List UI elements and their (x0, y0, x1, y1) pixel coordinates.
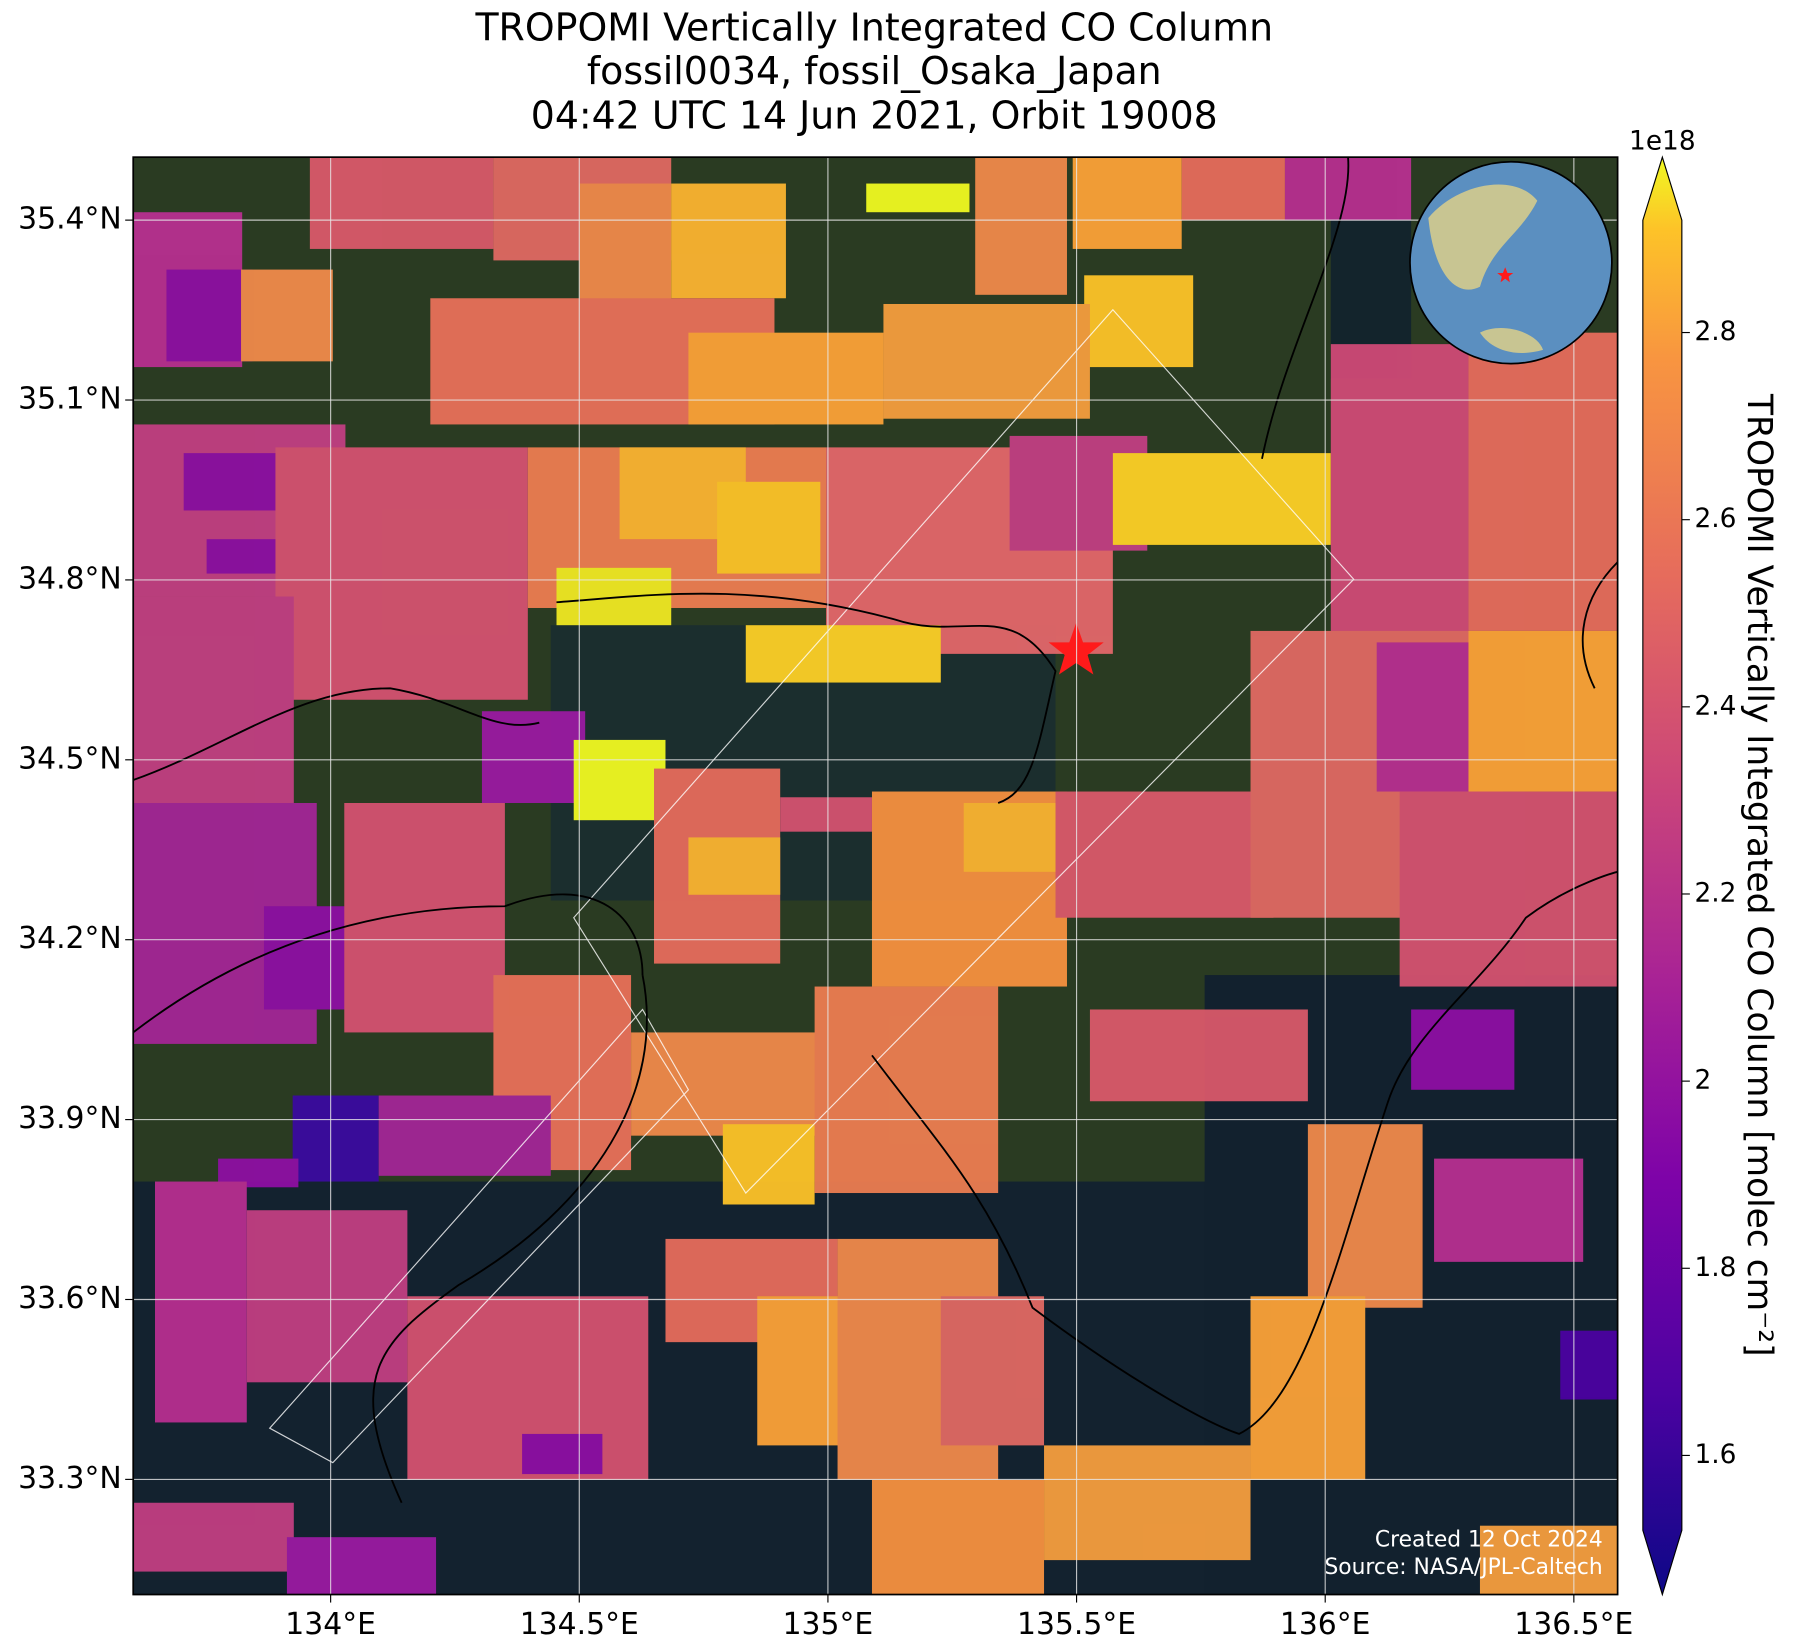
colorbar (1642, 155, 1683, 1597)
map-area: Created 12 Oct 2024 Source: NASA/JPL-Cal… (133, 157, 1618, 1595)
colorbar-tick-label: 1.6 (1694, 1440, 1736, 1470)
y-tick-label: 33.3°N (18, 1461, 122, 1496)
x-tick-label: 134.5°E (520, 1607, 639, 1642)
colorbar-exponent: 1e18 (1629, 127, 1696, 157)
x-tick-label: 135.5°E (1017, 1607, 1136, 1642)
map-frame (132, 156, 1619, 1596)
coastline (133, 157, 1618, 1504)
plume-footprint (268, 308, 1355, 1464)
y-tick-label: 34.2°N (18, 921, 122, 956)
x-tick-label: 136.5°E (1514, 1607, 1633, 1642)
colorbar-tick-label: 2.2 (1694, 878, 1736, 908)
y-tick-label: 34.8°N (18, 561, 122, 596)
y-tick-label: 35.4°N (18, 202, 122, 237)
co-pixels (133, 157, 1618, 1595)
colorbar-tick-label: 1.8 (1694, 1253, 1736, 1283)
y-tick-label: 33.9°N (18, 1101, 122, 1136)
title-line: fossil0034, fossil_Osaka_Japan (587, 49, 1162, 93)
y-tick-label: 34.5°N (18, 741, 122, 776)
title-line: TROPOMI Vertically Integrated CO Column (474, 5, 1273, 49)
colorbar-tick-label: 2 (1694, 1066, 1711, 1096)
y-tick-label: 33.6°N (18, 1281, 122, 1316)
x-tick-label: 136°E (1280, 1607, 1371, 1642)
colorbar-tick-label: 2.6 (1694, 504, 1736, 534)
credit-text: Source: NASA/JPL-Caltech (1324, 1555, 1602, 1580)
colorbar-label: TROPOMI Vertically Integrated CO Column … (1739, 393, 1779, 1356)
colorbar-tick-label: 2.4 (1694, 691, 1736, 721)
credit-text: Created 12 Oct 2024 (1375, 1528, 1603, 1553)
y-tick-label: 35.1°N (18, 382, 122, 417)
grid (133, 157, 1618, 1595)
inset-globe (1409, 160, 1613, 365)
x-tick-label: 134°E (285, 1607, 376, 1642)
x-tick-label: 135°E (783, 1607, 874, 1642)
colorbar-tick-label: 2.8 (1694, 317, 1736, 347)
title-line: 04:42 UTC 14 Jun 2021, Orbit 19008 (531, 94, 1218, 138)
